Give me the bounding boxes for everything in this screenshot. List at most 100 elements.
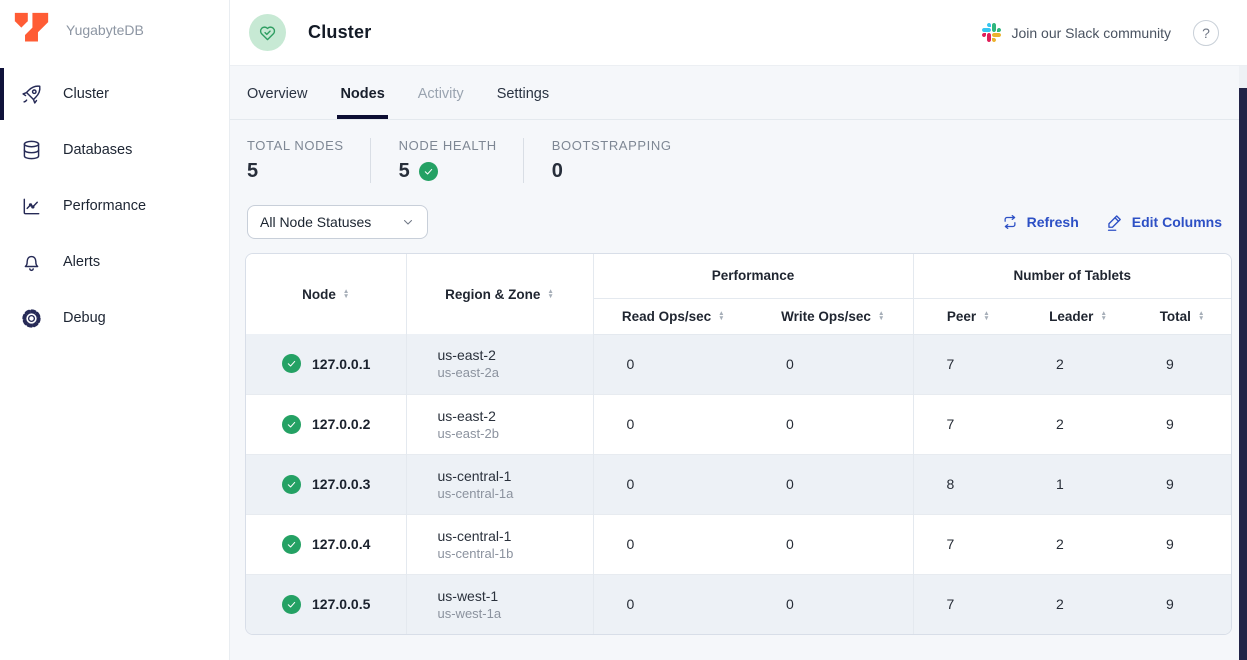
bell-icon	[19, 250, 43, 274]
cluster-tabs: Overview Nodes Activity Settings	[230, 66, 1247, 120]
region-name: us-east-2	[437, 407, 496, 424]
node-status-healthy-icon	[282, 534, 301, 554]
table-toolbar: All Node Statuses Refresh	[230, 205, 1247, 239]
total-tablets-value: 9	[1133, 453, 1231, 514]
node-stats: TOTAL NODES 5 NODE HEALTH 5 BOOTSTRAPPIN…	[230, 120, 1247, 183]
sort-icon: ▲ ▼	[718, 310, 725, 322]
write-ops-value: 0	[753, 393, 914, 454]
sidebar-item-label: Performance	[63, 198, 147, 214]
slack-link-label: Join our Slack community	[1011, 24, 1171, 41]
node-status-healthy-icon	[282, 474, 301, 494]
rocket-icon	[19, 82, 43, 106]
sidebar-item-alerts[interactable]: Alerts	[0, 234, 229, 290]
yugabytedb-logo-icon	[14, 12, 49, 42]
column-header-region-zone[interactable]: Region & Zone ▲ ▼	[406, 254, 594, 334]
refresh-icon	[1004, 214, 1016, 230]
total-tablets-value: 9	[1166, 356, 1174, 372]
nodes-table: Node ▲ ▼ Region & Zone ▲ ▼ Performance Numbe…	[246, 254, 1231, 634]
sort-icon: ▲ ▼	[1197, 310, 1205, 322]
write-ops-value: 0	[753, 513, 914, 574]
leader-tablets-value: 2	[1023, 393, 1134, 454]
table-row[interactable]: 127.0.0.4 us-central-1 us-central-1b 0 0…	[246, 513, 1231, 574]
gear-icon	[19, 306, 43, 330]
region-name: us-central-1	[437, 467, 512, 484]
sidebar-item-debug[interactable]: Debug	[0, 290, 229, 346]
help-icon: ?	[1202, 24, 1210, 41]
group-header-tablets: Number of Tablets	[913, 254, 1231, 299]
stat-total-nodes: TOTAL NODES 5	[247, 138, 344, 182]
column-header-leader[interactable]: Leader ▲ ▼	[1023, 298, 1134, 335]
sidebar-item-label: Cluster	[63, 86, 109, 102]
read-ops-value: 0	[593, 573, 753, 634]
node-status-filter-value: All Node Statuses	[260, 214, 372, 230]
edit-columns-button[interactable]: Edit Columns	[1105, 213, 1222, 232]
chevron-down-icon	[403, 220, 413, 225]
table-row[interactable]: 127.0.0.2 us-east-2 us-east-2b 0 0 7 2 9	[246, 393, 1231, 454]
read-ops-value: 0	[593, 393, 753, 454]
healthy-check-icon	[418, 162, 438, 181]
total-tablets-value: 9	[1133, 393, 1231, 454]
tab-activity[interactable]: Activity	[417, 86, 464, 102]
read-ops-value: 0	[593, 453, 753, 514]
refresh-label: Refresh	[1026, 214, 1079, 230]
sidebar-item-label: Databases	[63, 142, 133, 158]
help-button[interactable]: ?	[1193, 19, 1219, 46]
join-slack-link[interactable]: Join our Slack community	[982, 23, 1171, 42]
sidebar-item-label: Alerts	[63, 254, 101, 270]
node-ip: 127.0.0.3	[312, 476, 371, 492]
sort-icon: ▲ ▼	[547, 288, 554, 300]
column-header-write-ops[interactable]: Write Ops/sec ▲ ▼	[753, 298, 914, 335]
node-status-filter[interactable]: All Node Statuses	[247, 205, 428, 239]
peer-tablets-value: 7	[913, 513, 1024, 574]
main-content: Cluster Join our Slack community ?	[230, 0, 1247, 660]
region-name: us-east-2	[437, 347, 496, 364]
slack-icon	[982, 23, 1002, 42]
column-header-node[interactable]: Node ▲ ▼	[246, 254, 407, 334]
peer-tablets-value: 7	[913, 573, 1024, 634]
zone-name: us-west-1a	[437, 605, 502, 621]
sort-icon: ▲ ▼	[342, 288, 350, 300]
topbar: Cluster Join our Slack community ?	[230, 0, 1247, 66]
tab-settings[interactable]: Settings	[496, 86, 550, 102]
node-ip: 127.0.0.4	[312, 536, 371, 552]
sidebar-item-label: Debug	[63, 310, 106, 326]
sidebar: YugabyteDB Cluster	[0, 0, 230, 660]
table-row[interactable]: 127.0.0.5 us-west-1 us-west-1a 0 0 7 2 9	[246, 573, 1231, 634]
group-header-performance: Performance	[593, 254, 914, 299]
leader-tablets-value: 2	[1023, 573, 1134, 634]
tab-nodes[interactable]: Nodes	[337, 66, 389, 119]
brand-name: YugabyteDB	[66, 21, 144, 38]
node-status-healthy-icon	[282, 414, 301, 434]
leader-tablets-value: 1	[1023, 453, 1134, 514]
sidebar-item-cluster[interactable]: Cluster	[0, 66, 229, 122]
zone-name: us-east-2b	[437, 425, 499, 441]
column-header-read-ops[interactable]: Read Ops/sec ▲ ▼	[593, 298, 753, 335]
sidebar-item-databases[interactable]: Databases	[0, 122, 229, 178]
peer-tablets-value: 8	[913, 453, 1024, 514]
sidebar-item-performance[interactable]: Performance	[0, 178, 229, 234]
zone-name: us-east-2a	[437, 365, 499, 381]
page-title: Cluster	[308, 22, 372, 42]
refresh-button[interactable]: Refresh	[1001, 213, 1079, 231]
column-header-peer[interactable]: Peer ▲ ▼	[913, 298, 1024, 335]
column-header-total[interactable]: Total ▲ ▼	[1133, 298, 1231, 335]
nodes-table-card: Node ▲ ▼ Region & Zone ▲ ▼ Performance Numbe…	[245, 253, 1232, 635]
peer-tablets-value: 7	[946, 356, 955, 372]
stat-bootstrapping: BOOTSTRAPPING 0	[522, 138, 698, 183]
read-ops-value: 0	[593, 513, 753, 574]
edit-pencil-icon	[1107, 214, 1121, 231]
region-name: us-central-1	[437, 527, 512, 544]
write-ops-value: 0	[753, 573, 914, 634]
write-ops-value: 0	[753, 334, 914, 394]
tab-overview[interactable]: Overview	[247, 86, 308, 102]
brand-logo-row: YugabyteDB	[0, 0, 229, 62]
table-row[interactable]: 127.0.0.1 us-east-2 us-east-2a 0 0 7 2 9	[246, 334, 1231, 394]
table-row[interactable]: 127.0.0.3 us-central-1 us-central-1a 0 0…	[246, 453, 1231, 514]
cluster-health-icon	[249, 14, 286, 51]
vertical-scrollbar-thumb[interactable]	[1239, 88, 1247, 660]
read-ops-value: 0	[626, 356, 635, 372]
database-icon	[19, 138, 43, 162]
region-name: us-west-1	[437, 587, 499, 604]
sidebar-nav: Cluster Databases	[0, 66, 229, 346]
